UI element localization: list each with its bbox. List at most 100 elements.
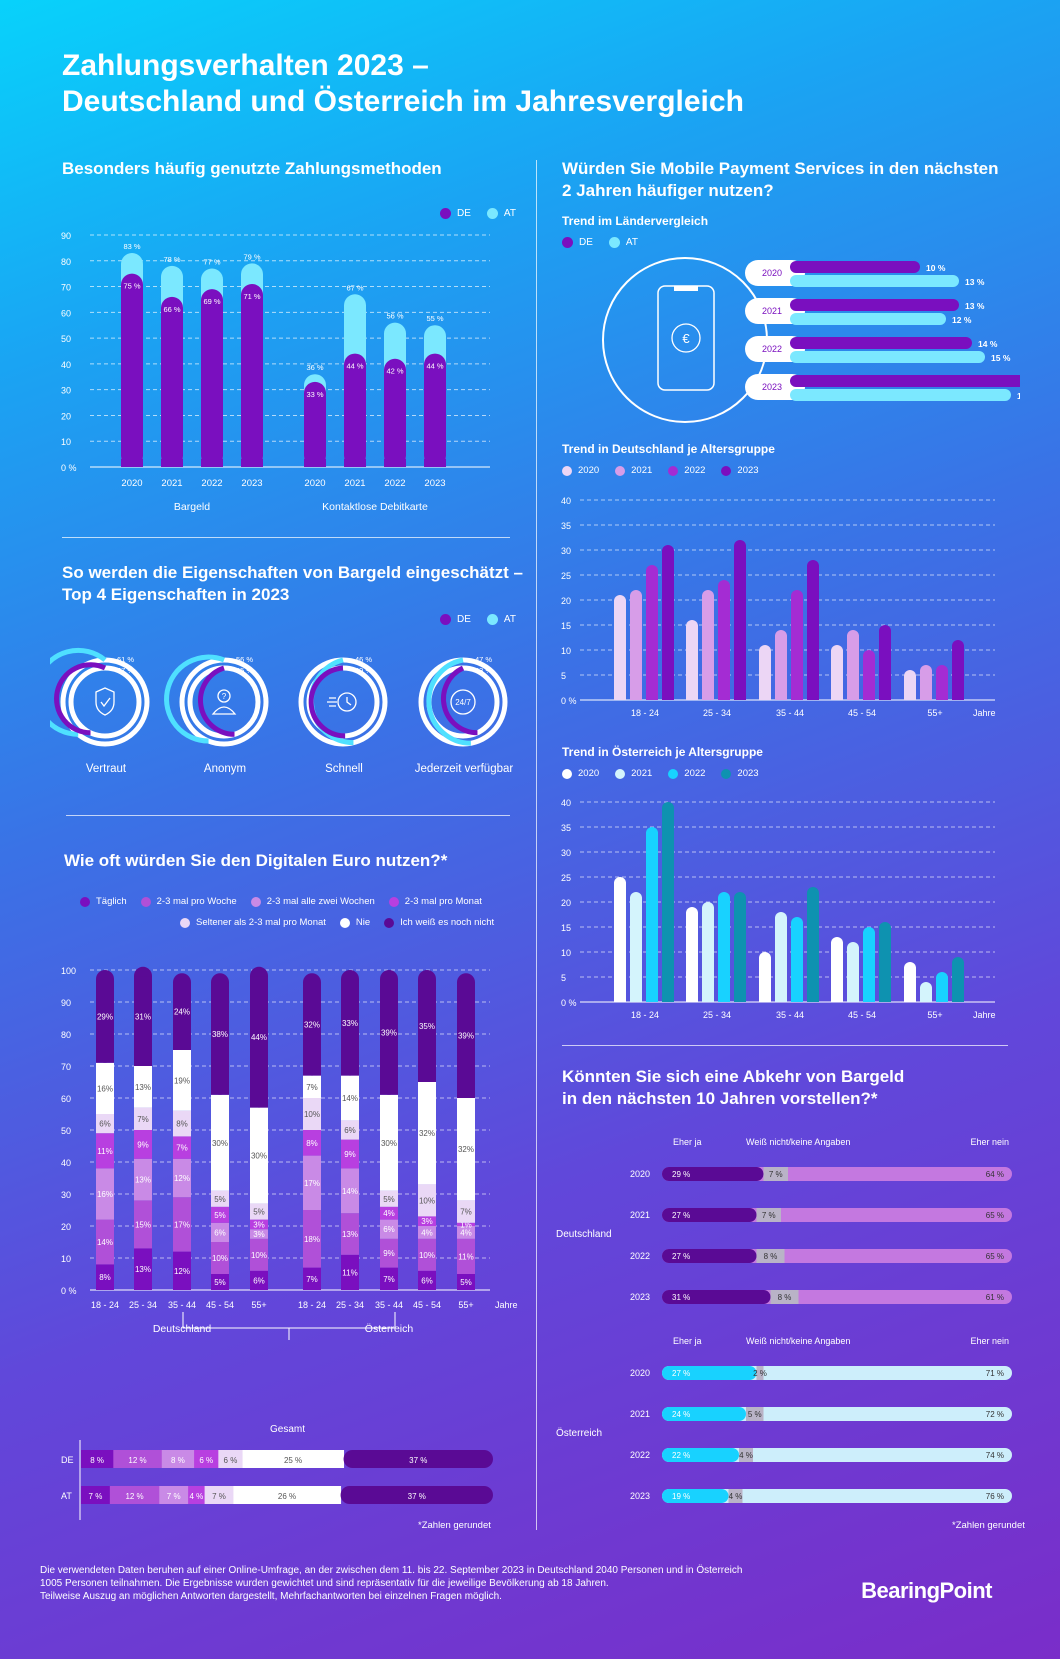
bar — [759, 645, 771, 700]
data-label-de: 10 % — [926, 263, 946, 273]
segment-label: 3% — [421, 1217, 433, 1226]
year-label: 2020 — [762, 268, 782, 278]
segment — [211, 1206, 229, 1223]
segment — [341, 1120, 359, 1140]
x-tick-label: 55+ — [927, 708, 942, 718]
divider — [562, 1045, 1008, 1046]
segment-label: 32% — [458, 1145, 474, 1154]
segment — [96, 1133, 114, 1169]
footer-line: Die verwendeten Daten beruhen auf einer … — [40, 1565, 743, 1576]
segment — [194, 1450, 219, 1468]
legend-dot — [562, 465, 572, 476]
segment — [418, 1226, 436, 1239]
segment — [161, 1450, 195, 1468]
label-wn: 8 % — [764, 1252, 778, 1261]
y-tick-label: 40 — [61, 1158, 71, 1168]
segment-label: 7% — [176, 1144, 188, 1153]
segment-label: 7% — [306, 1275, 318, 1284]
bar — [831, 937, 843, 1002]
year-label: 2022 — [762, 344, 782, 354]
segment-wn — [770, 1290, 799, 1304]
bar-base — [702, 694, 714, 700]
data-label-de: 71 % — [243, 292, 260, 301]
label-ja: 27 % — [672, 1252, 690, 1261]
y-tick-label: 15 — [561, 923, 571, 933]
segment-label: 8 % — [90, 1456, 104, 1465]
bar-de — [790, 375, 1020, 387]
x-tick-label: 35 - 44 — [776, 708, 804, 718]
ring-de — [440, 665, 478, 736]
y-tick-label: 25 — [561, 873, 571, 883]
segment-ja — [662, 1448, 739, 1462]
de-age-chart: 0 % 5 10 15 20 25 30 35 40 18 - 24 25 - 34 35 - 44 4… — [561, 496, 996, 718]
segment-label: 9% — [344, 1150, 356, 1159]
segment — [341, 1168, 359, 1214]
ring-label-at: 61 % — [117, 655, 134, 664]
bar-de-base — [201, 459, 223, 467]
segment-ja — [662, 1407, 746, 1421]
year-label: 2021 — [630, 1409, 650, 1419]
segment-label: 5% — [460, 1278, 472, 1287]
legend-de-label: DE — [457, 208, 471, 219]
legend-item: 2021 — [615, 465, 652, 476]
segment — [341, 1213, 359, 1255]
bar-base — [630, 694, 642, 700]
legend-dot — [668, 768, 679, 779]
segment-ja — [662, 1167, 764, 1181]
segment-label: 7% — [383, 1275, 395, 1284]
segment — [113, 1450, 163, 1468]
data-label-de: 75 % — [123, 282, 140, 291]
properties-legend: DE AT — [440, 614, 516, 625]
bar — [734, 892, 746, 1002]
legend-item: Nie — [339, 917, 371, 928]
year-pill — [745, 336, 805, 362]
property-label: Anonym — [203, 763, 247, 775]
segment-label: 9% — [383, 1249, 395, 1258]
segment-top-fill — [457, 983, 475, 1098]
bar-base — [614, 694, 626, 700]
mobile-title: Würden Sie Mobile Payment Services in de… — [562, 158, 998, 202]
segment-top-fill — [173, 983, 191, 1050]
x-tick-label: 55+ — [458, 1300, 473, 1310]
segment — [211, 1190, 229, 1207]
x-tick-label: 18 - 24 — [91, 1300, 119, 1310]
legend-label: 2023 — [737, 465, 759, 476]
legend-label: Nie — [355, 917, 371, 928]
segment-wn — [728, 1489, 743, 1503]
shield-check-icon — [95, 687, 115, 716]
segment-label: 6% — [344, 1126, 356, 1135]
bar-base — [662, 694, 674, 700]
bar-de-base — [304, 459, 326, 467]
segment — [380, 1219, 398, 1239]
legend-at-label: AT — [503, 614, 516, 625]
bar-de — [790, 261, 920, 273]
label-wn: 4 % — [729, 1492, 743, 1501]
segment — [134, 1200, 152, 1249]
data-label-at: 15 % — [991, 353, 1011, 363]
bar — [630, 892, 642, 1002]
segment — [340, 1486, 493, 1504]
segment-label: 19% — [174, 1076, 190, 1085]
year-label: 2022 — [630, 1450, 650, 1460]
segment-label: 5% — [383, 1195, 395, 1204]
bar — [879, 922, 891, 1002]
segment-label: 3% — [253, 1230, 265, 1239]
label-nein: 74 % — [986, 1451, 1004, 1460]
segment-label: 12 % — [125, 1492, 143, 1501]
segment-label: 13% — [135, 1176, 151, 1185]
legend-dot — [140, 896, 151, 907]
segment-label: 7 % — [89, 1492, 103, 1501]
x-tick-label: 25 - 34 — [703, 708, 731, 718]
euro-glyph: € — [682, 331, 690, 346]
year-pill — [745, 374, 805, 400]
bar — [807, 560, 819, 700]
bar — [614, 877, 626, 1002]
abkehr-chart: Eher ja Weiß nicht/keine Angaben Eher nein… — [556, 1137, 1012, 1503]
segment-label: 37 % — [409, 1456, 427, 1465]
segment — [96, 1168, 114, 1220]
ring-de — [54, 662, 107, 736]
header-nein: Eher nein — [970, 1137, 1009, 1147]
segment — [418, 1216, 436, 1226]
segment-label: 32% — [304, 1020, 320, 1029]
label-ja: 19 % — [672, 1492, 690, 1501]
